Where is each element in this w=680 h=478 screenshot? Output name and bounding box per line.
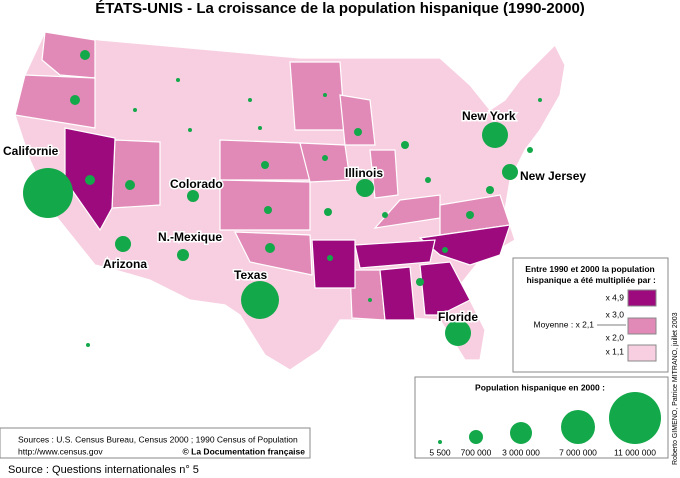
size-legend: Population hispanique en 2000 : 5 500 700… xyxy=(414,376,669,459)
legend-size-label: 5 500 xyxy=(429,447,451,457)
legend-heading-line: hispanique a été multipliée par : xyxy=(524,275,656,285)
state-label: Californie xyxy=(3,144,59,158)
legend-heading-line: Entre 1990 et 2000 la population xyxy=(525,264,654,274)
title: ÉTATS-UNIS - La croissance de la populat… xyxy=(95,0,585,17)
legend-size-label: 7 000 000 xyxy=(559,447,597,457)
map-labels: Californie Colorado N.-Mexique Arizona T… xyxy=(2,108,588,326)
legend-circle xyxy=(438,440,442,444)
state-label: N.-Mexique xyxy=(158,230,222,244)
legend-average: Moyenne : x 2,1 xyxy=(534,319,595,329)
legend-circle xyxy=(510,422,532,444)
source-url: http://www.census.gov xyxy=(18,446,103,456)
state-label: Floride xyxy=(438,310,478,324)
state-label: Colorado xyxy=(170,177,223,191)
legend-size-label: 3 000 000 xyxy=(502,447,540,457)
legend-swatch xyxy=(627,317,657,335)
sources-box: Sources : U.S. Census Bureau, Census 200… xyxy=(0,427,311,459)
legend-size-label: 700 000 xyxy=(461,447,492,457)
credit: Roberto GIMENO, Patrice MITRANO, juillet… xyxy=(672,312,679,465)
legend-heading: Entre 1990 et 2000 la population hispani… xyxy=(524,264,656,285)
source-line: Sources : U.S. Census Bureau, Census 200… xyxy=(18,434,298,444)
state-label: Texas xyxy=(234,268,267,282)
state-label: Illinois xyxy=(345,166,383,180)
legend-size-label: 11 000 000 xyxy=(614,447,656,457)
state-label: New Jersey xyxy=(520,169,586,183)
legend-class-label: x 2,0 xyxy=(606,332,625,342)
footer: Source : Questions internationales n° 5 xyxy=(8,464,199,476)
color-legend: Entre 1990 et 2000 la population hispani… xyxy=(512,257,669,373)
state-label: Arizona xyxy=(103,257,147,271)
legend-class-label: x 3,0 xyxy=(606,309,625,319)
legend-circle xyxy=(561,410,595,444)
legend-class-label: x 1,1 xyxy=(606,346,625,356)
legend-circle xyxy=(469,430,483,444)
population-circles xyxy=(23,50,542,347)
legend-swatch xyxy=(627,344,657,362)
states-x3 xyxy=(14,31,511,321)
legend-circle xyxy=(609,392,661,444)
legend-heading: Population hispanique en 2000 : xyxy=(475,382,605,392)
legend-swatch xyxy=(627,289,657,307)
us-map xyxy=(14,31,566,371)
state-label: New York xyxy=(462,109,516,123)
legend-class-label: x 4,9 xyxy=(606,292,625,302)
publisher: © La Documentation française xyxy=(183,446,306,456)
